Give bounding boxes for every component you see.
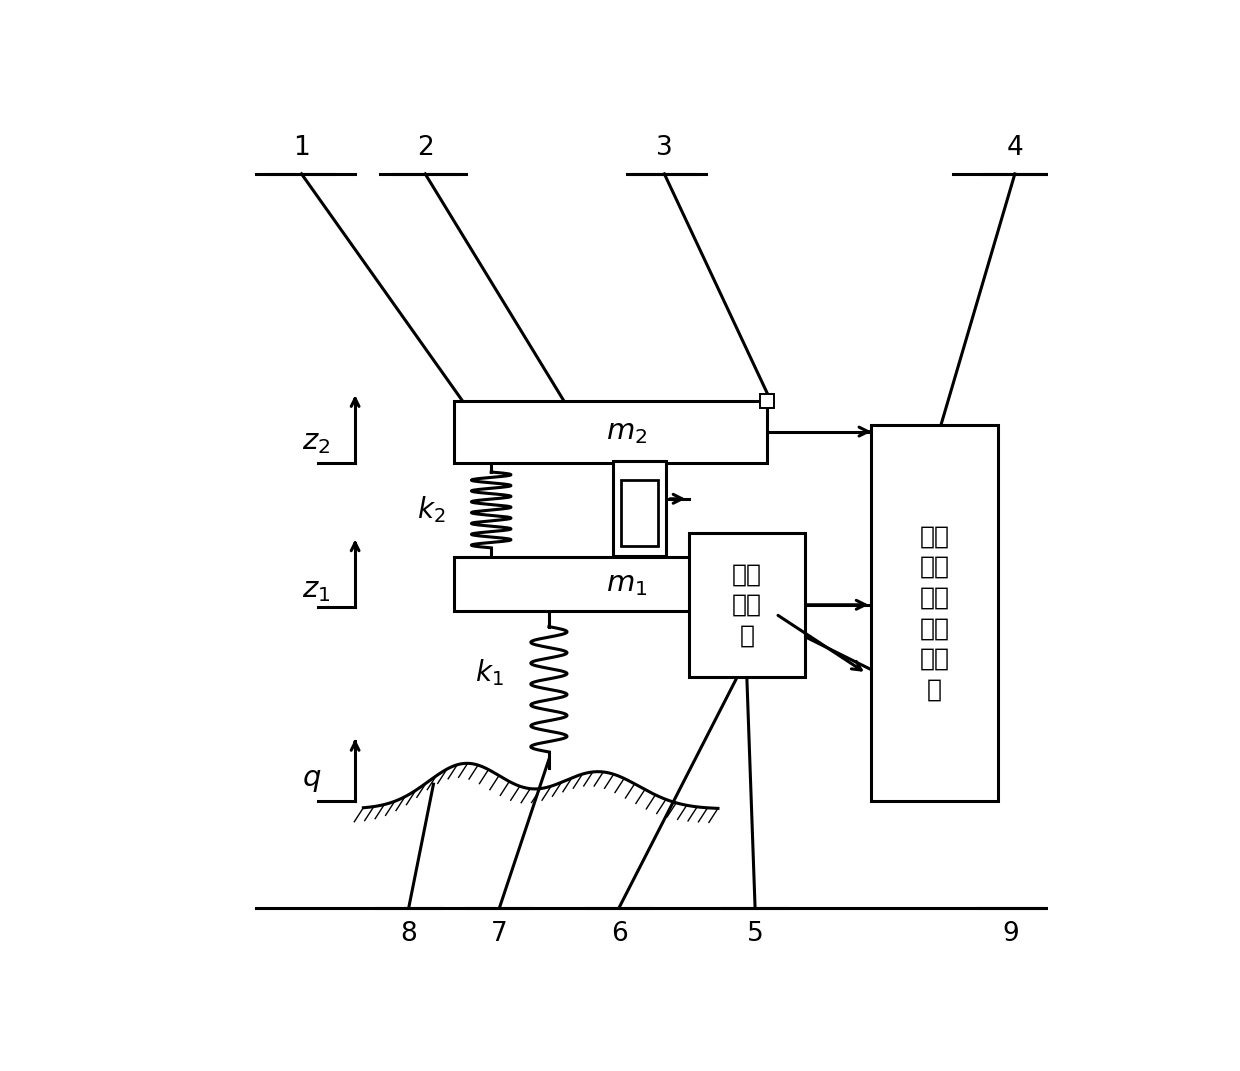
- Text: $z_2$: $z_2$: [301, 428, 330, 456]
- Text: $k_2$: $k_2$: [418, 495, 446, 526]
- Text: 4: 4: [1007, 135, 1023, 161]
- Text: $m_2$: $m_2$: [606, 418, 647, 446]
- Text: 3: 3: [656, 135, 673, 161]
- Text: 磁流
变半
主动
悬架
控制
器: 磁流 变半 主动 悬架 控制 器: [919, 525, 950, 702]
- Text: $m_1$: $m_1$: [606, 570, 647, 598]
- Text: $z_1$: $z_1$: [301, 576, 330, 604]
- Bar: [454, 401, 768, 463]
- Text: 2: 2: [417, 135, 434, 161]
- Text: 1: 1: [293, 135, 310, 161]
- Bar: [689, 532, 805, 677]
- Bar: [870, 425, 998, 801]
- Text: 6: 6: [610, 921, 627, 947]
- Text: 数控
电流
源: 数控 电流 源: [732, 562, 761, 647]
- Text: $k_1$: $k_1$: [475, 658, 503, 689]
- Text: 7: 7: [491, 921, 508, 947]
- Bar: [454, 557, 768, 610]
- Bar: [760, 604, 775, 618]
- Text: 8: 8: [401, 921, 417, 947]
- Text: 5: 5: [746, 921, 764, 947]
- Bar: [760, 394, 775, 408]
- Text: $q$: $q$: [301, 766, 321, 794]
- Bar: [613, 461, 666, 556]
- Text: 9: 9: [1002, 921, 1019, 947]
- Bar: [621, 480, 658, 546]
